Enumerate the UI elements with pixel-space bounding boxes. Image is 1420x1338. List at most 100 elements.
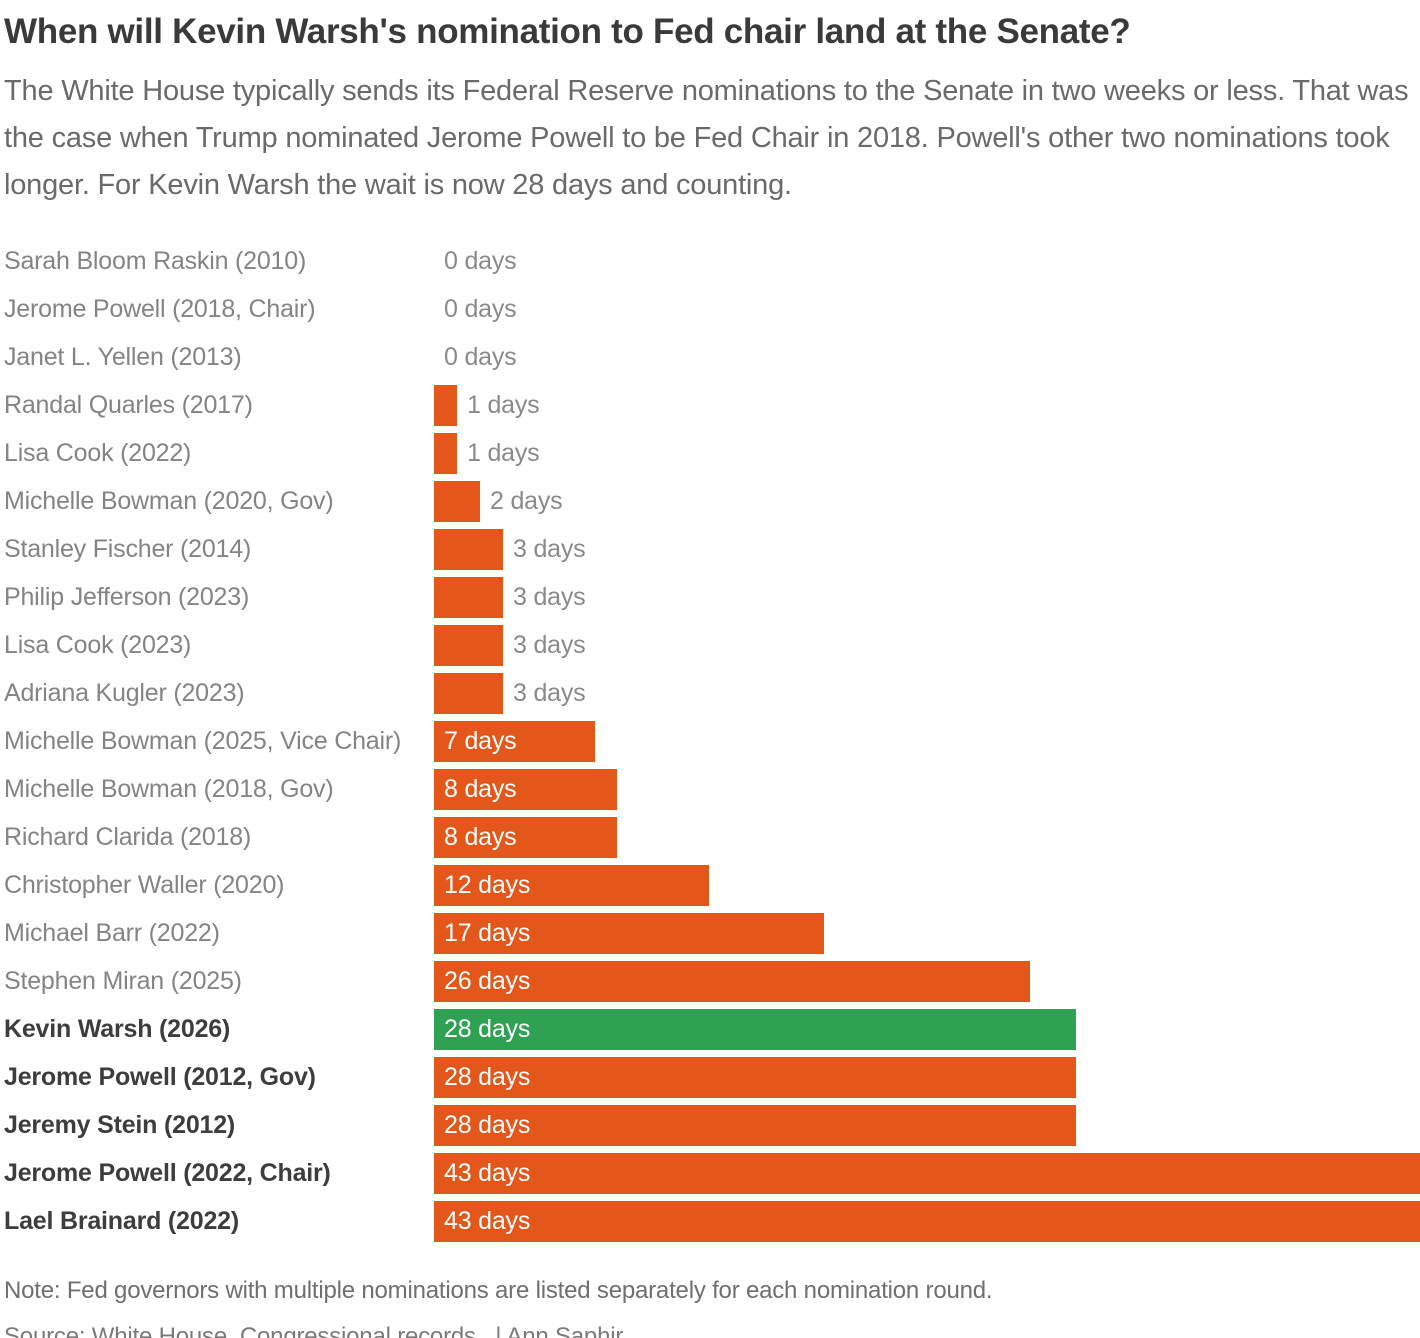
row-label: Lael Brainard (2022) [4,1206,239,1235]
value-label: 1 days [467,390,540,419]
bar [434,912,824,954]
bar [434,1200,1420,1242]
row-label: Michelle Bowman (2025, Vice Chair) [4,726,402,755]
chart-subtitle: The White House typically sends its Fede… [4,75,1409,201]
bar-area: 0 days [434,241,1420,282]
bar-area: 3 days [434,672,1420,714]
chart-row: Randal Quarles (2017) 1 days [4,381,1420,429]
row-label: Jerome Powell (2022, Chair) [4,1158,331,1187]
bar-area: 2 days [434,480,1420,522]
value-label: 3 days [513,582,586,611]
value-label: 2 days [490,486,563,515]
bar-area: 1 days [434,432,1420,474]
row-label: Michelle Bowman (2020, Gov) [4,486,334,515]
value-label: 28 days [444,1062,531,1091]
row-label: Jerome Powell (2018, Chair) [4,294,316,323]
chart-row: Jerome Powell (2022, Chair) 43 days [4,1149,1420,1197]
value-label: 0 days [444,342,517,371]
bar-area: 1 days [434,384,1420,426]
row-label: Jeremy Stein (2012) [4,1110,236,1139]
row-label: Christopher Waller (2020) [4,870,285,899]
chart-note: Note: Fed governors with multiple nomina… [4,1277,993,1304]
bar-area: 3 days [434,624,1420,666]
bar-area: 8 days [434,816,1420,858]
value-label: 3 days [513,534,586,563]
bar [434,816,617,858]
row-label: Janet L. Yellen (2013) [4,342,242,371]
row-label: Lisa Cook (2022) [4,438,192,467]
chart-row: Christopher Waller (2020) 12 days [4,861,1420,909]
row-label: Richard Clarida (2018) [4,822,252,851]
bar [434,624,503,666]
bar [434,768,617,810]
bar [434,480,480,522]
value-label: 8 days [444,774,517,803]
value-label: 43 days [444,1158,531,1187]
chart-row: Kevin Warsh (2026) 28 days [4,1005,1420,1053]
value-label: 3 days [513,630,586,659]
row-label: Michelle Bowman (2018, Gov) [4,774,334,803]
row-label: Sarah Bloom Raskin (2010) [4,246,307,275]
chart-row: Lisa Cook (2022) 1 days [4,429,1420,477]
chart-row: Stanley Fischer (2014) 3 days [4,525,1420,573]
row-label: Michael Barr (2022) [4,918,220,947]
value-label: 43 days [444,1206,531,1235]
bar-area: 28 days [434,1008,1420,1050]
bar-area: 28 days [434,1104,1420,1146]
bar [434,720,595,762]
chart-row: Adriana Kugler (2023) 3 days [4,669,1420,717]
bar-area: 0 days [434,337,1420,378]
value-label: 0 days [444,294,517,323]
value-label: 1 days [467,438,540,467]
bar [434,960,1030,1002]
chart-row: Jeremy Stein (2012) 28 days [4,1101,1420,1149]
row-label: Kevin Warsh (2026) [4,1014,231,1043]
bar-area: 0 days [434,289,1420,330]
value-label: 7 days [444,726,517,755]
chart-row: Michael Barr (2022) 17 days [4,909,1420,957]
bar-highlight [434,1008,1076,1050]
bar [434,672,503,714]
bar [434,1056,1076,1098]
chart-row: Jerome Powell (2018, Chair) 0 days [4,285,1420,333]
bar [434,576,503,618]
chart-row: Lael Brainard (2022) 43 days [4,1197,1420,1245]
bar-area: 3 days [434,528,1420,570]
bar-area: 43 days [434,1200,1420,1242]
value-label: 17 days [444,918,531,947]
row-label: Stanley Fischer (2014) [4,534,252,563]
chart-row: Philip Jefferson (2023) 3 days [4,573,1420,621]
bar-area: 26 days [434,960,1420,1002]
value-label: 8 days [444,822,517,851]
row-label: Randal Quarles (2017) [4,390,253,419]
row-label: Lisa Cook (2023) [4,630,192,659]
chart-row: Sarah Bloom Raskin (2010) 0 days [4,237,1420,285]
value-label: 12 days [444,870,531,899]
value-label: 3 days [513,678,586,707]
bar-chart: Sarah Bloom Raskin (2010) 0 days Jerome Po… [4,237,1420,1245]
bar [434,384,457,426]
chart-row: Stephen Miran (2025) 26 days [4,957,1420,1005]
bar-area: 8 days [434,768,1420,810]
bar [434,528,503,570]
row-label: Stephen Miran (2025) [4,966,242,995]
bar [434,1152,1420,1194]
row-label: Adriana Kugler (2023) [4,678,245,707]
bar [434,864,709,906]
value-label: 26 days [444,966,531,995]
bar [434,432,457,474]
bar-area: 7 days [434,720,1420,762]
bar-area: 17 days [434,912,1420,954]
chart-row: Jerome Powell (2012, Gov) 28 days [4,1053,1420,1101]
chart-row: Michelle Bowman (2018, Gov) 8 days [4,765,1420,813]
row-label: Philip Jefferson (2023) [4,582,250,611]
bar-area: 12 days [434,864,1420,906]
bar-area: 3 days [434,576,1420,618]
chart-row: Lisa Cook (2023) 3 days [4,621,1420,669]
value-label: 28 days [444,1110,531,1139]
chart-row: Janet L. Yellen (2013) 0 days [4,333,1420,381]
bar-area: 43 days [434,1152,1420,1194]
chart-title: When will Kevin Warsh's nomination to Fe… [4,12,1131,51]
chart-row: Michelle Bowman (2025, Vice Chair) 7 days [4,717,1420,765]
